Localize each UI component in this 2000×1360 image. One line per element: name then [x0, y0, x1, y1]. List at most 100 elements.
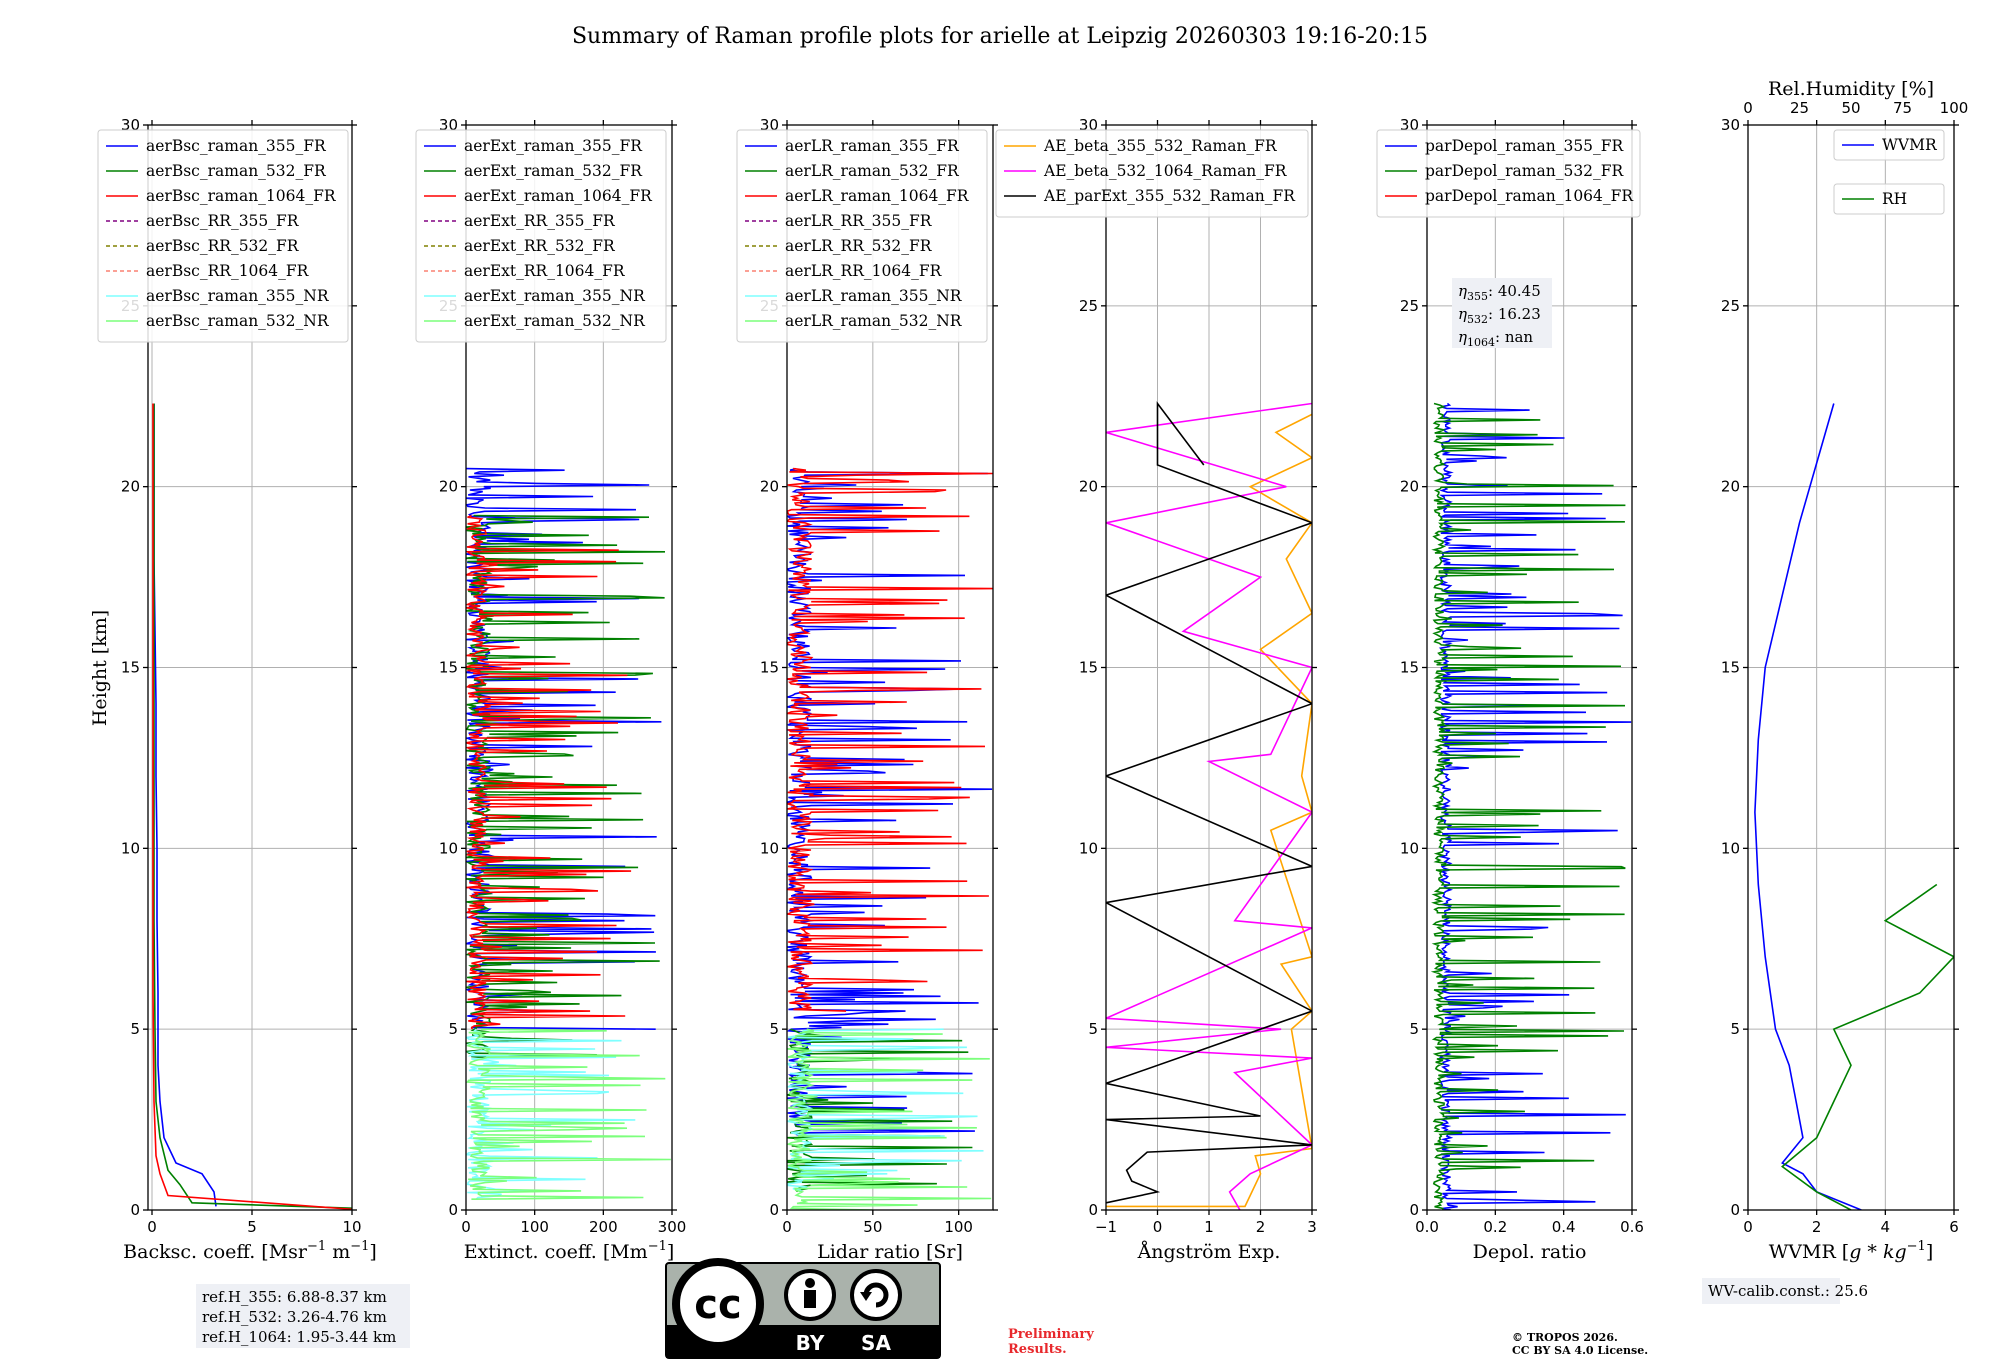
x-axis-label: Extinct. coeff. [Mm−1] [464, 1239, 675, 1263]
legend-label: aerExt_raman_355_NR [464, 287, 646, 305]
legend-label: aerLR_RR_532_FR [785, 237, 933, 255]
legend-label: aerLR_raman_355_NR [785, 287, 963, 305]
legend-box [995, 129, 1309, 218]
series-line-parDepol_raman_532_FR [1430, 402, 1626, 1210]
legend-label: aerLR_RR_1064_FR [785, 262, 943, 280]
legend-box [97, 129, 349, 343]
info-line: ref.H_355: 6.88-8.37 km [202, 1288, 387, 1306]
y-tick-label: 0 [130, 1201, 140, 1219]
info-line: ref.H_1064: 1.95-3.44 km [202, 1328, 396, 1346]
series-line-AE_beta_532_1064_Raman_FR [1106, 402, 1312, 1210]
eta-line: η1064: nan [1458, 328, 1533, 349]
series-line-aerBsc_raman_355_FR [153, 403, 217, 1207]
series-line-AE_parExt_355_532_Raman_FR [1106, 401, 1312, 1204]
x-axis-label: Depol. ratio [1473, 1241, 1587, 1263]
y-tick-label: 5 [1409, 1020, 1419, 1038]
y-axis-label: Height [km] [89, 610, 111, 726]
x-tick-label: 4 [1881, 1218, 1891, 1236]
legend-box [1833, 129, 1945, 161]
legend-label: parDepol_raman_1064_FR [1425, 187, 1634, 205]
x-tick-label: 1 [1204, 1218, 1214, 1236]
legend-box [1376, 129, 1641, 218]
series-line-RH [1781, 883, 1954, 1210]
legend-label: aerExt_raman_532_FR [464, 162, 643, 180]
x-tick-label: 2 [1256, 1218, 1266, 1236]
x-tick-label: 0.6 [1620, 1218, 1644, 1236]
legend-label: aerExt_raman_1064_FR [464, 187, 653, 205]
y-tick-label: 15 [439, 659, 458, 677]
y-tick-label: 0 [1409, 1201, 1419, 1219]
y-tick-label: 10 [439, 839, 458, 857]
legend-box [1833, 183, 1945, 215]
top-x-tick-label: 25 [1790, 99, 1809, 117]
y-tick-label: 5 [1088, 1020, 1098, 1038]
legend-label: aerBsc_raman_355_NR [146, 287, 330, 305]
legend-label: AE_beta_532_1064_Raman_FR [1043, 162, 1288, 180]
y-tick-label: 15 [1400, 659, 1419, 677]
legend-label: aerLR_RR_355_FR [785, 212, 933, 230]
y-tick-label: 0 [448, 1201, 458, 1219]
x-tick-label: 0 [782, 1218, 792, 1236]
y-tick-label: 20 [1721, 478, 1740, 496]
x-tick-label: 200 [589, 1218, 618, 1236]
y-tick-label: 5 [1730, 1020, 1740, 1038]
results-label: Results. [1008, 1342, 1067, 1357]
legend-label: AE_parExt_355_532_Raman_FR [1043, 187, 1296, 205]
legend-box [415, 129, 667, 343]
legend-label: AE_beta_355_532_Raman_FR [1043, 137, 1278, 155]
legend-label: aerLR_raman_355_FR [785, 137, 960, 155]
y-tick-label: 10 [1721, 839, 1740, 857]
y-tick-label: 15 [1079, 659, 1098, 677]
legend-label: aerLR_raman_1064_FR [785, 187, 970, 205]
legend-label: aerLR_raman_532_FR [785, 162, 960, 180]
x-tick-label: 0.2 [1483, 1218, 1507, 1236]
series-line-aerExt_raman_532_NR [466, 1028, 671, 1200]
y-tick-label: 5 [130, 1020, 140, 1038]
x-axis-label: Lidar ratio [Sr] [817, 1241, 963, 1263]
cc-license-badge: cc BY SA [665, 1258, 941, 1359]
series-line-aerLR_raman_1064_FR [787, 467, 993, 1012]
y-tick-label: 10 [760, 839, 779, 857]
panel-1: 0510152025300510Backsc. coeff. [Msr−1 m−… [97, 116, 410, 1348]
y-tick-label: 15 [121, 659, 140, 677]
cc-label: cc [694, 1282, 741, 1328]
y-tick-label: 10 [1079, 839, 1098, 857]
x-tick-label: 10 [342, 1218, 361, 1236]
y-tick-label: 20 [760, 478, 779, 496]
wv-calib-label: WV-calib.const.: 25.6 [1708, 1282, 1868, 1300]
legend-label: RH [1882, 190, 1907, 208]
legend-label: aerBsc_RR_355_FR [146, 212, 300, 230]
y-tick-label: 20 [1079, 478, 1098, 496]
x-tick-label: 100 [944, 1218, 973, 1236]
legend-label: aerBsc_RR_1064_FR [146, 262, 310, 280]
y-tick-label: 25 [1400, 297, 1419, 315]
legend-label: aerBsc_raman_355_FR [146, 137, 327, 155]
y-tick-label: 25 [1079, 297, 1098, 315]
panel-2: 0510152025300100200300Extinct. coeff. [M… [415, 116, 687, 1263]
top-x-tick-label: 50 [1841, 99, 1860, 117]
x-tick-label: 3 [1307, 1218, 1317, 1236]
legend-label: aerExt_RR_532_FR [464, 237, 616, 255]
figure-title: Summary of Raman profile plots for ariel… [572, 24, 1428, 49]
x-axis-label: Backsc. coeff. [Msr−1 m−1] [123, 1239, 377, 1263]
legend-label: aerExt_RR_1064_FR [464, 262, 626, 280]
legend-label: aerBsc_RR_532_FR [146, 237, 300, 255]
series-group [787, 467, 993, 1210]
panels: 0510152025300510Backsc. coeff. [Msr−1 m−… [89, 78, 1968, 1348]
legend-label: aerExt_raman_355_FR [464, 137, 643, 155]
top-x-axis-label: Rel.Humidity [%] [1768, 78, 1934, 100]
y-tick-label: 30 [1721, 116, 1740, 134]
y-tick-label: 20 [1400, 478, 1419, 496]
y-tick-label: 25 [1721, 297, 1740, 315]
panel-3: 051015202530050100Lidar ratio [Sr]aerLR_… [736, 116, 998, 1263]
x-tick-label: 5 [247, 1218, 257, 1236]
x-tick-label: 300 [658, 1218, 687, 1236]
series-group [466, 467, 671, 1200]
sa-share-icon [850, 1269, 902, 1321]
x-tick-label: 2 [1812, 1218, 1822, 1236]
x-tick-label: 6 [1949, 1218, 1959, 1236]
